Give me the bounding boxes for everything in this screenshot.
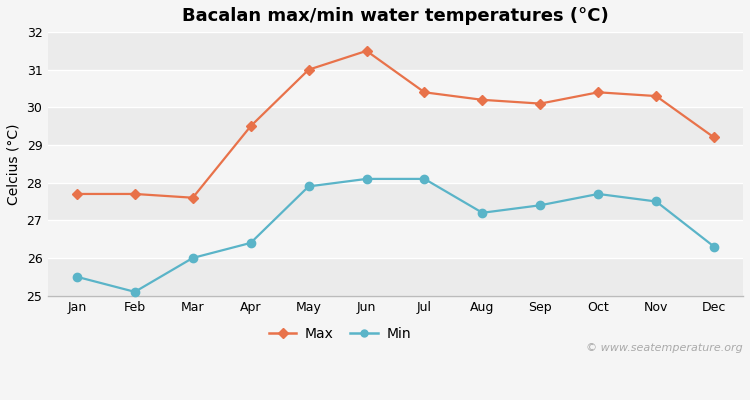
Max [710, 135, 718, 140]
Min [478, 210, 487, 215]
Max [246, 124, 255, 128]
Min [304, 184, 313, 189]
Min [594, 192, 603, 196]
Title: Bacalan max/min water temperatures (°C): Bacalan max/min water temperatures (°C) [182, 7, 609, 25]
Min [652, 199, 661, 204]
Bar [48, 70, 743, 107]
Bar [48, 183, 743, 220]
Min [362, 176, 371, 181]
Max [536, 101, 544, 106]
Bar [48, 32, 743, 70]
Bar [48, 145, 743, 183]
Min [710, 244, 718, 249]
Max [594, 90, 603, 95]
Y-axis label: Celcius (°C): Celcius (°C) [7, 123, 21, 204]
Min [246, 240, 255, 245]
Max [130, 192, 140, 196]
Max [478, 98, 487, 102]
Bar [48, 220, 743, 258]
Legend: Max, Min: Max, Min [263, 322, 417, 347]
Max [188, 195, 197, 200]
Line: Max: Max [74, 48, 718, 201]
Max [652, 94, 661, 98]
Min [73, 274, 82, 279]
Min [536, 203, 544, 208]
Max [73, 192, 82, 196]
Line: Min: Min [73, 175, 718, 296]
Bar [48, 107, 743, 145]
Min [130, 290, 140, 294]
Max [420, 90, 429, 95]
Text: © www.seatemperature.org: © www.seatemperature.org [586, 343, 743, 353]
Max [304, 67, 313, 72]
Min [420, 176, 429, 181]
Max [362, 48, 371, 53]
Min [188, 256, 197, 260]
Bar [48, 258, 743, 296]
